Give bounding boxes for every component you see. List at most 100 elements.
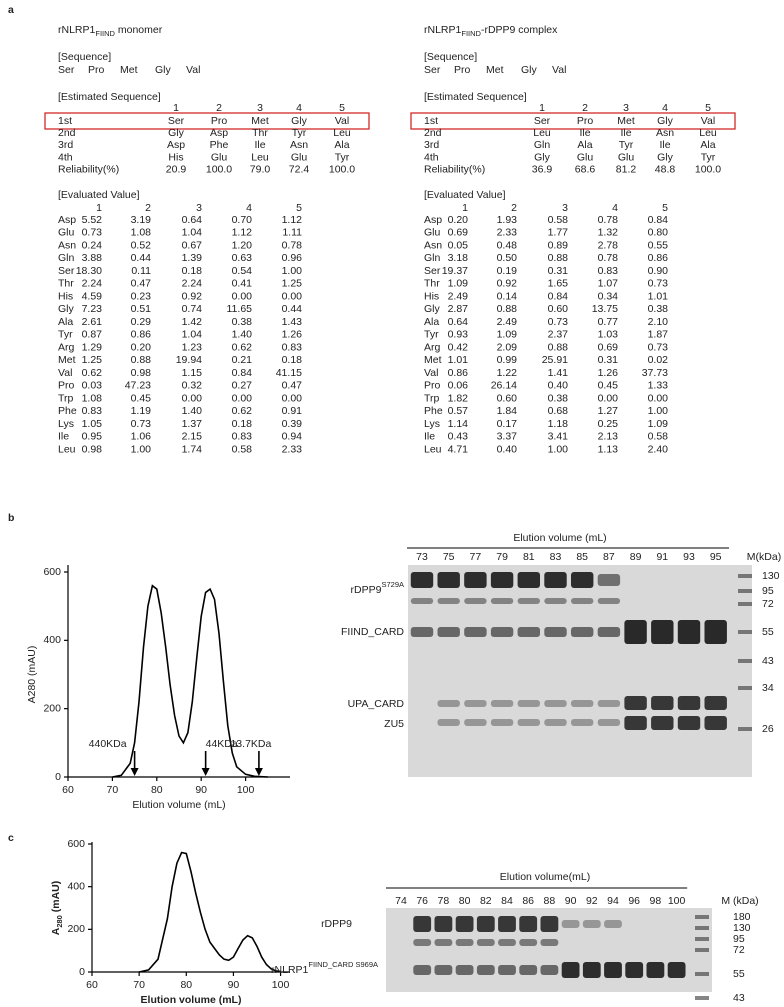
y-tick-label: 200 [43, 702, 61, 714]
panel-label: c [8, 832, 14, 844]
table-cell: 0.34 [598, 290, 619, 302]
table-cell: Ile [579, 127, 590, 139]
table-cell: Tyr [619, 139, 634, 151]
gel-band [597, 700, 621, 707]
table-cell: 0.00 [282, 392, 303, 404]
table-cell: 1.18 [548, 418, 569, 430]
x-tick-label: 70 [133, 979, 145, 991]
table-cell: 1.15 [182, 367, 203, 379]
table-cell: 0.87 [82, 329, 103, 341]
row-label: Phe [58, 405, 77, 417]
table-cell: Leu [251, 151, 269, 163]
row-label: Glu [424, 227, 441, 239]
gel-band [490, 572, 514, 588]
table-cell: Leu [533, 127, 551, 139]
table-cell: 0.78 [282, 239, 303, 251]
marker-band [695, 915, 709, 919]
table-cell: 0.95 [82, 431, 103, 443]
table-cell: 0.58 [548, 214, 569, 226]
table-cell: Thr [252, 127, 268, 139]
x-tick-label: 80 [151, 784, 163, 796]
lane-label: 92 [586, 895, 598, 907]
gel-band [517, 719, 541, 726]
gel-band [519, 939, 538, 946]
table-cell: 0.84 [648, 214, 669, 226]
marker-label: 72 [733, 944, 745, 956]
row-label: Leu [58, 443, 76, 455]
marker-label: 95 [733, 933, 745, 945]
table-cell: 0.70 [232, 214, 253, 226]
gel-band [540, 965, 559, 975]
table-cell: Pro [577, 115, 594, 127]
gel-band [464, 700, 487, 707]
table-cell: Leu [699, 127, 717, 139]
section-header: [Estimated Sequence] [424, 91, 527, 103]
table-cell: 1.37 [182, 418, 203, 430]
table-cell: 0.45 [598, 380, 619, 392]
column-header: 1 [96, 202, 102, 214]
gel-band [517, 627, 541, 637]
table-cell: Ala [700, 139, 715, 151]
row-label: Pro [424, 380, 441, 392]
table-cell: 1.01 [648, 290, 669, 302]
marker-band [738, 589, 752, 593]
table-cell: 1.09 [497, 329, 518, 341]
table-cell: 0.00 [232, 392, 253, 404]
table-cell: 0.44 [282, 303, 303, 315]
table-cell: 0.21 [232, 354, 253, 366]
table-cell: 1.04 [182, 329, 203, 341]
column-header: 3 [623, 102, 629, 114]
row-label: Gly [58, 303, 75, 315]
table-cell: 0.52 [131, 239, 152, 251]
gel-band [597, 719, 621, 726]
gel-band [624, 620, 647, 644]
script-text: FIIND [461, 29, 481, 38]
table-cell: 1.07 [598, 278, 619, 290]
table-cell: 3.88 [82, 252, 103, 264]
x-axis-label: Elution volume (mL) [141, 994, 242, 1006]
row-label: Ser [424, 265, 441, 277]
column-header: 5 [339, 102, 345, 114]
table-cell: 0.31 [548, 265, 569, 277]
marker-band [695, 972, 709, 976]
row-label: Pro [58, 380, 75, 392]
marker-band [695, 948, 709, 952]
table-cell: Glu [577, 151, 594, 163]
lane-label: 81 [523, 551, 535, 563]
lane-label: 80 [459, 895, 471, 907]
gel-band [434, 916, 453, 932]
table-cell: 25.91 [542, 354, 568, 366]
table-cell: 3.37 [497, 431, 518, 443]
table-cell: Tyr [335, 151, 350, 163]
table-cell: 0.40 [497, 443, 518, 455]
text-part: (mAU) [50, 881, 62, 915]
lane-label: 89 [630, 551, 642, 563]
gel-band [437, 700, 460, 707]
gel-band [413, 939, 432, 946]
gel-band [604, 920, 622, 928]
table-cell: 0.98 [82, 443, 103, 455]
table-cell: 0.44 [131, 252, 152, 264]
gel-band [413, 916, 432, 932]
table-cell: 19.37 [442, 265, 468, 277]
protein-label: rDPP9 [321, 918, 352, 930]
gel-band [490, 598, 514, 604]
y-tick-label: 0 [55, 771, 61, 783]
table-cell: 0.38 [548, 392, 569, 404]
table-cell: Gly [657, 115, 674, 127]
marker-band [738, 727, 752, 731]
table-cell: 1.12 [232, 227, 253, 239]
table-cell: Asn [290, 139, 308, 151]
table-cell: 2.09 [497, 341, 518, 353]
table-cell: 1.00 [282, 265, 303, 277]
table-cell: 0.83 [232, 431, 253, 443]
table-cell: 0.83 [598, 265, 619, 277]
gel-band [677, 716, 701, 730]
row-label: 1st [58, 115, 72, 127]
table-cell: 0.58 [648, 431, 669, 443]
y-tick-label: 400 [67, 880, 85, 892]
table-cell: 0.78 [598, 252, 619, 264]
lane-label: 98 [650, 895, 662, 907]
row-label: Asp [424, 214, 442, 226]
sequence-residue: Met [486, 64, 504, 76]
